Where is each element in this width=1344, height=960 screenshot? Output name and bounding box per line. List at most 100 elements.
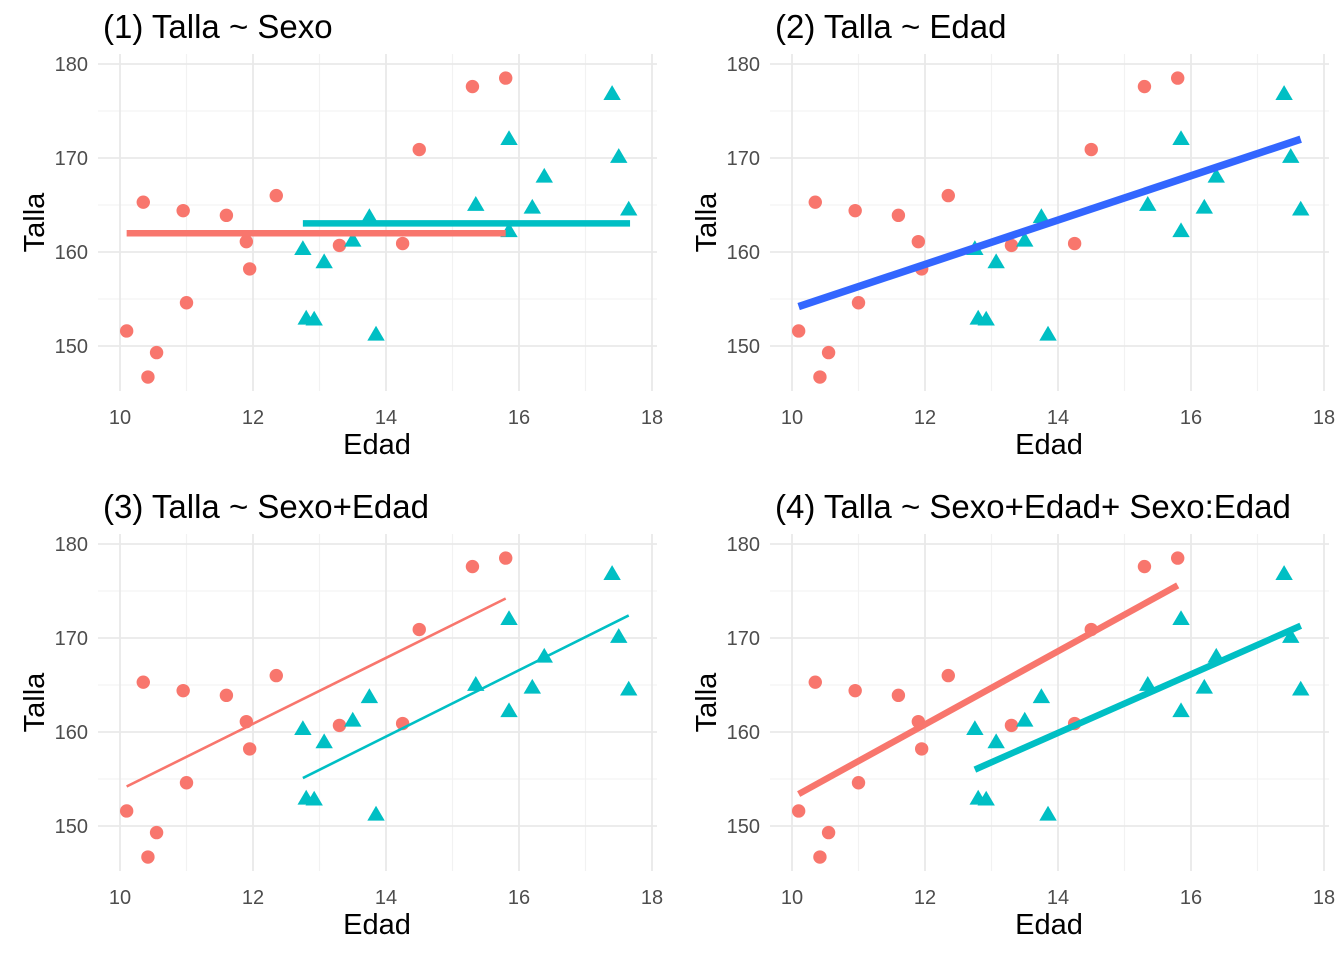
data-point-triangle (1016, 231, 1034, 247)
y-tick-label: 170 (55, 628, 88, 650)
data-point-circle (136, 195, 150, 209)
fit-line (302, 614, 630, 780)
data-point-circle (412, 142, 426, 157)
data-point-triangle (1039, 325, 1057, 341)
y-tick-label: 150 (727, 816, 760, 838)
x-tick-label: 16 (1180, 407, 1202, 429)
data-point-circle (791, 804, 806, 818)
x-tick-label: 10 (781, 407, 803, 429)
data-point-circle (239, 234, 254, 249)
data-point-triangle (1282, 628, 1300, 643)
x-tick-label: 10 (109, 887, 131, 909)
x-tick-label: 12 (914, 407, 936, 429)
y-tick-label: 150 (727, 336, 760, 358)
y-tick-label: 170 (727, 148, 760, 170)
data-point-triangle (1139, 676, 1157, 691)
data-point-triangle (294, 720, 312, 736)
y-axis-title: Talla (19, 672, 51, 733)
data-point-circle (136, 675, 150, 689)
data-point-triangle (344, 231, 362, 247)
data-point-circle (219, 208, 234, 223)
data-point-circle (808, 195, 822, 209)
panel-3-talla-sexo-edad: 150 160 170 180 10 12 14 16 18 (3) Talla ~ Sexo+… (0, 480, 672, 960)
data-point-circle (851, 296, 866, 310)
data-point-circle (149, 825, 164, 840)
data-point-triangle (620, 680, 638, 696)
x-axis-title: Edad (343, 909, 411, 941)
data-point-circle (499, 71, 513, 85)
x-tick-label: 12 (914, 887, 936, 909)
data-point-circle (1171, 551, 1185, 565)
data-point-circle (119, 324, 134, 338)
x-tick-label: 14 (375, 407, 397, 429)
y-tick-label: 150 (55, 816, 88, 838)
data-point-circle (242, 742, 257, 756)
x-tick-label: 16 (1180, 887, 1202, 909)
data-point-triangle (305, 790, 323, 806)
data-point-circle (179, 296, 194, 310)
panel-title: (3) Talla ~ Sexo+Edad (103, 488, 429, 525)
data-point-triangle (1172, 130, 1190, 146)
data-point-circle (914, 742, 929, 756)
data-point-circle (119, 804, 134, 818)
y-axis-title: Talla (19, 192, 51, 253)
data-point-triangle (1292, 680, 1310, 696)
data-point-circle (465, 79, 480, 94)
data-point-circle (179, 776, 194, 790)
y-tick-label: 150 (55, 336, 88, 358)
data-point-triangle (610, 148, 628, 163)
x-axis-title: Edad (343, 429, 411, 461)
x-tick-label: 18 (641, 407, 663, 429)
fit-line (973, 622, 1303, 773)
plot-area: 150 160 170 180 10 12 14 16 18 (55, 54, 663, 429)
plot-area: 150 160 170 180 10 12 14 16 18 (55, 534, 663, 909)
data-point-circle (821, 825, 836, 840)
data-point-triangle (500, 702, 518, 718)
y-tick-label: 160 (727, 242, 760, 264)
data-point-triangle (1139, 196, 1157, 211)
data-point-triangle (523, 198, 541, 214)
data-point-triangle (987, 733, 1005, 749)
data-point-triangle (467, 676, 485, 691)
y-tick-label: 170 (727, 628, 760, 650)
data-point-circle (149, 345, 164, 360)
data-point-triangle (315, 733, 333, 749)
panel-4-talla-sexo-edad-interaction: 150 160 170 180 10 12 14 16 18 (4) Talla ~ Sexo+… (672, 480, 1344, 960)
data-point-circle (176, 203, 190, 218)
data-point-triangle (1275, 85, 1293, 100)
data-point-circle (1067, 236, 1082, 251)
x-tick-label: 10 (109, 407, 131, 429)
y-axis-title: Talla (691, 672, 723, 733)
plot-area: 150 160 170 180 10 12 14 16 18 (727, 54, 1335, 429)
data-point-triangle (344, 711, 362, 727)
data-point-circle (332, 238, 347, 253)
data-point-circle (808, 675, 822, 689)
x-tick-label: 12 (242, 887, 264, 909)
panel-3-chart: 150 160 170 180 10 12 14 16 18 (3) Talla ~ Sexo+… (19, 488, 663, 941)
data-point-triangle (1039, 805, 1057, 821)
data-point-triangle (966, 720, 984, 736)
data-point-triangle (535, 167, 553, 183)
data-point-triangle (523, 678, 541, 694)
y-axis-title: Talla (691, 192, 723, 253)
data-point-circle (821, 345, 836, 360)
data-point-triangle (1172, 702, 1190, 718)
x-tick-label: 16 (508, 407, 530, 429)
data-point-triangle (315, 253, 333, 269)
plot-area: 150 160 170 180 10 12 14 16 18 (727, 534, 1335, 909)
data-point-circle (1137, 79, 1152, 94)
data-point-circle (848, 203, 862, 218)
data-point-circle (465, 559, 480, 574)
data-point-circle (891, 688, 906, 703)
x-tick-label: 14 (1047, 407, 1069, 429)
data-point-triangle (1195, 198, 1213, 214)
data-point-circle (269, 188, 283, 203)
data-point-triangle (603, 85, 621, 100)
y-tick-label: 160 (727, 722, 760, 744)
data-point-triangle (500, 610, 518, 626)
y-tick-label: 180 (55, 54, 88, 76)
data-point-triangle (1016, 711, 1034, 727)
panel-title: (2) Talla ~ Edad (775, 8, 1006, 45)
